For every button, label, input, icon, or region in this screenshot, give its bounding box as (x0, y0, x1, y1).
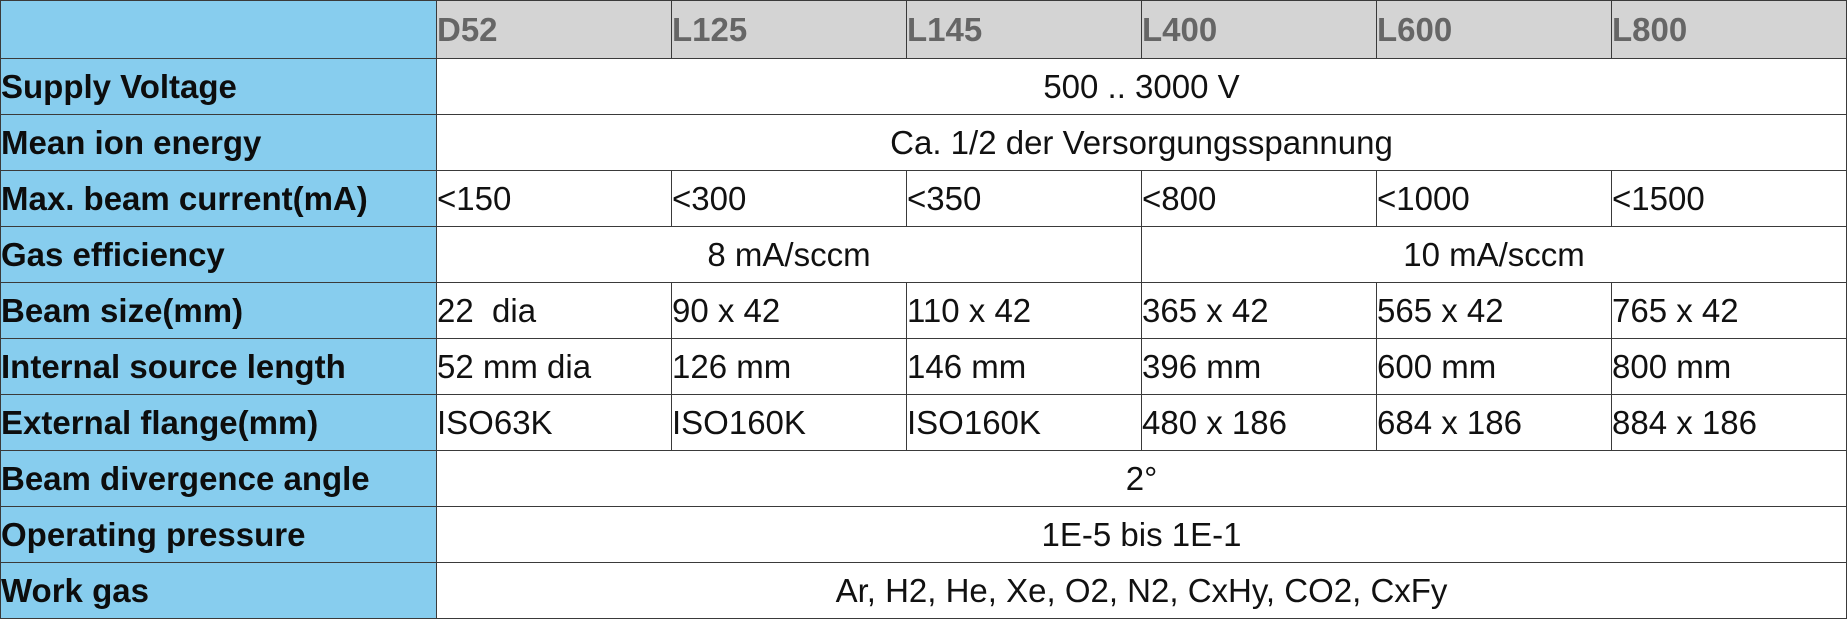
beam-size-l600: 565 x 42 (1376, 282, 1612, 339)
beam-size-d52: 22 dia (436, 282, 672, 339)
row-work-gas: Work gas Ar, H2, He, Xe, O2, N2, CxHy, C… (0, 562, 1847, 619)
external-flange-l600: 684 x 186 (1376, 394, 1612, 451)
row-external-flange: External flange(mm) ISO63K ISO160K ISO16… (0, 394, 1847, 451)
max-beam-current-l145: <350 (906, 170, 1142, 227)
row-supply-voltage: Supply Voltage 500 .. 3000 V (0, 58, 1847, 115)
row-beam-size: Beam size(mm) 22 dia 90 x 42 110 x 42 36… (0, 282, 1847, 339)
internal-source-length-l800: 800 mm (1611, 338, 1847, 395)
row-label-operating-pressure: Operating pressure (0, 506, 437, 563)
gas-efficiency-group-b: 10 mA/sccm (1141, 226, 1847, 283)
beam-size-l800: 765 x 42 (1611, 282, 1847, 339)
ion-source-spec-table: D52 L125 L145 L400 L600 L800 Supply Volt… (0, 0, 1847, 619)
beam-size-l125: 90 x 42 (671, 282, 907, 339)
internal-source-length-l145: 146 mm (906, 338, 1142, 395)
row-gas-efficiency: Gas efficiency 8 mA/sccm 10 mA/sccm (0, 226, 1847, 283)
internal-source-length-l600: 600 mm (1376, 338, 1612, 395)
max-beam-current-l400: <800 (1141, 170, 1377, 227)
internal-source-length-d52: 52 mm dia (436, 338, 672, 395)
header-model-l600: L600 (1376, 0, 1612, 59)
beam-divergence-angle-value: 2° (436, 450, 1847, 507)
header-row: D52 L125 L145 L400 L600 L800 (0, 0, 1847, 59)
row-label-mean-ion-energy: Mean ion energy (0, 114, 437, 171)
header-model-l800: L800 (1611, 0, 1847, 59)
header-model-l400: L400 (1141, 0, 1377, 59)
row-label-internal-source-length: Internal source length (0, 338, 437, 395)
row-label-external-flange: External flange(mm) (0, 394, 437, 451)
max-beam-current-d52: <150 (436, 170, 672, 227)
external-flange-l125: ISO160K (671, 394, 907, 451)
row-label-supply-voltage: Supply Voltage (0, 58, 437, 115)
work-gas-value: Ar, H2, He, Xe, O2, N2, CxHy, CO2, CxFy (436, 562, 1847, 619)
row-beam-divergence-angle: Beam divergence angle 2° (0, 450, 1847, 507)
header-model-d52: D52 (436, 0, 672, 59)
beam-size-l400: 365 x 42 (1141, 282, 1377, 339)
header-model-l145: L145 (906, 0, 1142, 59)
row-label-beam-divergence-angle: Beam divergence angle (0, 450, 437, 507)
external-flange-l145: ISO160K (906, 394, 1142, 451)
row-operating-pressure: Operating pressure 1E-5 bis 1E-1 (0, 506, 1847, 563)
operating-pressure-value: 1E-5 bis 1E-1 (436, 506, 1847, 563)
max-beam-current-l600: <1000 (1376, 170, 1612, 227)
beam-size-l145: 110 x 42 (906, 282, 1142, 339)
header-corner-cell (0, 0, 437, 59)
row-label-beam-size: Beam size(mm) (0, 282, 437, 339)
supply-voltage-value: 500 .. 3000 V (436, 58, 1847, 115)
row-internal-source-length: Internal source length 52 mm dia 126 mm … (0, 338, 1847, 395)
header-model-l125: L125 (671, 0, 907, 59)
row-label-max-beam-current: Max. beam current(mA) (0, 170, 437, 227)
mean-ion-energy-value: Ca. 1/2 der Versorgungsspannung (436, 114, 1847, 171)
gas-efficiency-group-a: 8 mA/sccm (436, 226, 1142, 283)
max-beam-current-l125: <300 (671, 170, 907, 227)
row-label-gas-efficiency: Gas efficiency (0, 226, 437, 283)
internal-source-length-l400: 396 mm (1141, 338, 1377, 395)
external-flange-d52: ISO63K (436, 394, 672, 451)
external-flange-l400: 480 x 186 (1141, 394, 1377, 451)
external-flange-l800: 884 x 186 (1611, 394, 1847, 451)
max-beam-current-l800: <1500 (1611, 170, 1847, 227)
row-max-beam-current: Max. beam current(mA) <150 <300 <350 <80… (0, 170, 1847, 227)
internal-source-length-l125: 126 mm (671, 338, 907, 395)
row-label-work-gas: Work gas (0, 562, 437, 619)
row-mean-ion-energy: Mean ion energy Ca. 1/2 der Versorgungss… (0, 114, 1847, 171)
